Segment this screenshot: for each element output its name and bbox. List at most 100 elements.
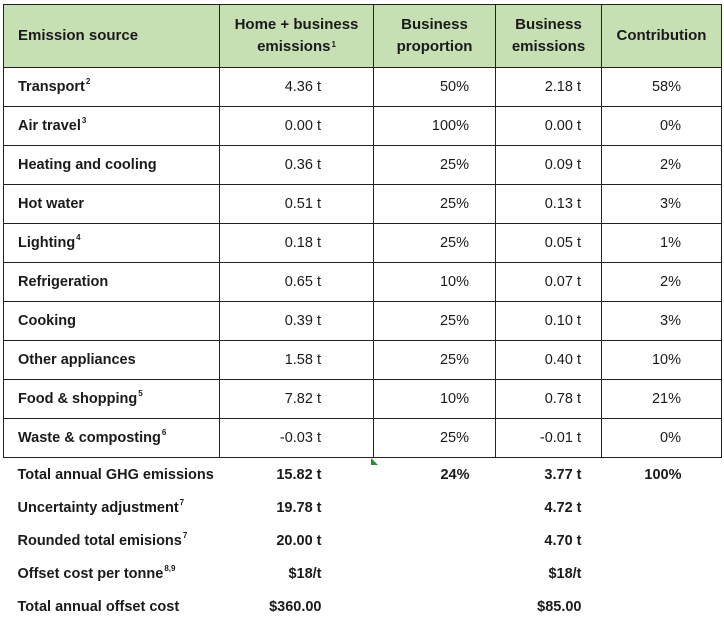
table-row: Lighting4 0.18 t 25% 0.05 t 1%: [3, 223, 722, 263]
summary-home-business-cell: $18/t: [288, 565, 322, 582]
emission-source-cell: Other appliances: [3, 340, 220, 380]
summary-contribution-cell: 100%: [644, 466, 682, 483]
contribution-cell: 58%: [601, 67, 722, 107]
summary-row: Total annual GHG emissions 15.82 t 24% 3.77…: [4, 458, 722, 492]
footnote-marker: 4: [76, 233, 81, 242]
business-proportion-cell: 25%: [373, 223, 496, 263]
summary-business-cell: 4.70 t: [544, 532, 582, 549]
contribution-cell: 10%: [601, 340, 722, 380]
contribution-cell: 1%: [601, 223, 722, 263]
summary-label: Offset cost per tonne8,9: [17, 563, 176, 582]
business-proportion-cell: 100%: [373, 106, 496, 146]
summary-row: Total annual offset cost $360.00 $85.00: [4, 590, 722, 623]
table-row: Air travel3 0.00 t 100% 0.00 t 0%: [3, 106, 722, 146]
contribution-cell: 2%: [601, 262, 722, 302]
summary-contribution-cell: [602, 491, 722, 524]
summary-proportion-cell: [374, 590, 496, 623]
summary-home-business-cell: 20.00 t: [276, 532, 322, 549]
contribution-cell: 0%: [601, 418, 722, 458]
home-business-emissions-cell: 7.82 t: [219, 379, 374, 419]
header-business-emissions: Business emissions: [495, 4, 602, 68]
footnote-marker: 1: [331, 40, 336, 49]
summary-business-cell: $18/t: [548, 565, 582, 582]
header-business-proportion: Business proportion: [373, 4, 496, 68]
table-row: Waste & composting6 -0.03 t 25% -0.01 t 0%: [3, 418, 722, 458]
summary-proportion-cell: [374, 491, 496, 524]
home-business-emissions-cell: 0.00 t: [219, 106, 374, 146]
summary-proportion-cell: [374, 524, 496, 557]
summary-label: Rounded total emisions7: [17, 530, 188, 549]
summary-business-cell: 3.77 t: [544, 466, 582, 483]
business-proportion-cell: 50%: [373, 67, 496, 107]
business-proportion-cell: 10%: [373, 379, 496, 419]
business-emissions-cell: 0.78 t: [495, 379, 602, 419]
summary-contribution-cell: [602, 557, 722, 590]
home-business-emissions-cell: 0.36 t: [219, 145, 374, 185]
business-proportion-cell: 25%: [373, 340, 496, 380]
table-row: Food & shopping5 7.82 t 10% 0.78 t 21%: [3, 379, 722, 419]
emission-source-cell: Air travel3: [3, 106, 220, 146]
business-emissions-cell: 2.18 t: [495, 67, 602, 107]
table-row: Refrigeration 0.65 t 10% 0.07 t 2%: [3, 262, 722, 302]
summary-home-business-cell: $360.00: [269, 598, 322, 615]
emissions-table: Emission source Home + business emission…: [3, 4, 722, 623]
table-row: Cooking 0.39 t 25% 0.10 t 3%: [3, 301, 722, 341]
summary-proportion-cell: 24%: [440, 466, 470, 483]
cell-comment-marker: [371, 458, 378, 465]
emission-source-cell: Cooking: [3, 301, 220, 341]
business-emissions-cell: 0.00 t: [495, 106, 602, 146]
business-emissions-cell: 0.10 t: [495, 301, 602, 341]
home-business-emissions-cell: 0.18 t: [219, 223, 374, 263]
footnote-marker: 8,9: [164, 563, 176, 573]
business-proportion-cell: 25%: [373, 418, 496, 458]
emission-source-cell: Food & shopping5: [3, 379, 220, 419]
business-emissions-cell: 0.07 t: [495, 262, 602, 302]
table-row: Transport2 4.36 t 50% 2.18 t 58%: [3, 67, 722, 107]
footnote-marker: 7: [182, 530, 188, 540]
contribution-cell: 3%: [601, 301, 722, 341]
footnote-marker: 2: [85, 77, 91, 86]
contribution-cell: 21%: [601, 379, 722, 419]
header-emission-source: Emission source: [3, 4, 220, 68]
emission-source-cell: Refrigeration: [3, 262, 220, 302]
footnote-marker: 7: [179, 497, 185, 507]
home-business-emissions-cell: 0.65 t: [219, 262, 374, 302]
summary-proportion-cell: [374, 557, 496, 590]
summary-row: Uncertainty adjustment7 19.78 t 4.72 t: [4, 491, 722, 524]
business-proportion-cell: 25%: [373, 184, 496, 224]
table-row: Heating and cooling 0.36 t 25% 0.09 t 2%: [3, 145, 722, 185]
emission-source-cell: Waste & composting6: [3, 418, 220, 458]
business-emissions-cell: 0.13 t: [495, 184, 602, 224]
contribution-cell: 0%: [601, 106, 722, 146]
emission-source-cell: Lighting4: [3, 223, 220, 263]
home-business-emissions-cell: 4.36 t: [219, 67, 374, 107]
summary-business-cell: 4.72 t: [544, 499, 582, 516]
summary-label: Total annual offset cost: [17, 598, 180, 615]
business-emissions-cell: 0.40 t: [495, 340, 602, 380]
table-row: Other appliances 1.58 t 25% 0.40 t 10%: [3, 340, 722, 380]
home-business-emissions-cell: 0.51 t: [219, 184, 374, 224]
emission-source-cell: Transport2: [3, 67, 220, 107]
summary-home-business-cell: 15.82 t: [276, 466, 322, 483]
summary-business-cell: $85.00: [537, 598, 582, 615]
footnote-marker: 5: [138, 389, 143, 398]
summary-contribution-cell: [602, 524, 722, 557]
summary-label: Total annual GHG emissions: [17, 466, 214, 483]
header-row: Emission source Home + business emission…: [3, 4, 722, 68]
footnote-marker: 6: [161, 428, 167, 437]
header-home-business-emissions: Home + business emissions1: [219, 4, 374, 68]
home-business-emissions-cell: 0.39 t: [219, 301, 374, 341]
business-emissions-cell: -0.01 t: [495, 418, 602, 458]
summary-row: Offset cost per tonne8,9 $18/t $18/t: [4, 557, 722, 590]
business-proportion-cell: 25%: [373, 301, 496, 341]
contribution-cell: 3%: [601, 184, 722, 224]
table-row: Hot water 0.51 t 25% 0.13 t 3%: [3, 184, 722, 224]
summary-label: Uncertainty adjustment7: [17, 497, 185, 516]
summary-home-business-cell: 19.78 t: [276, 499, 322, 516]
home-business-emissions-cell: 1.58 t: [219, 340, 374, 380]
contribution-cell: 2%: [601, 145, 722, 185]
business-emissions-cell: 0.05 t: [495, 223, 602, 263]
footnote-marker: 3: [81, 116, 87, 125]
home-business-emissions-cell: -0.03 t: [219, 418, 374, 458]
